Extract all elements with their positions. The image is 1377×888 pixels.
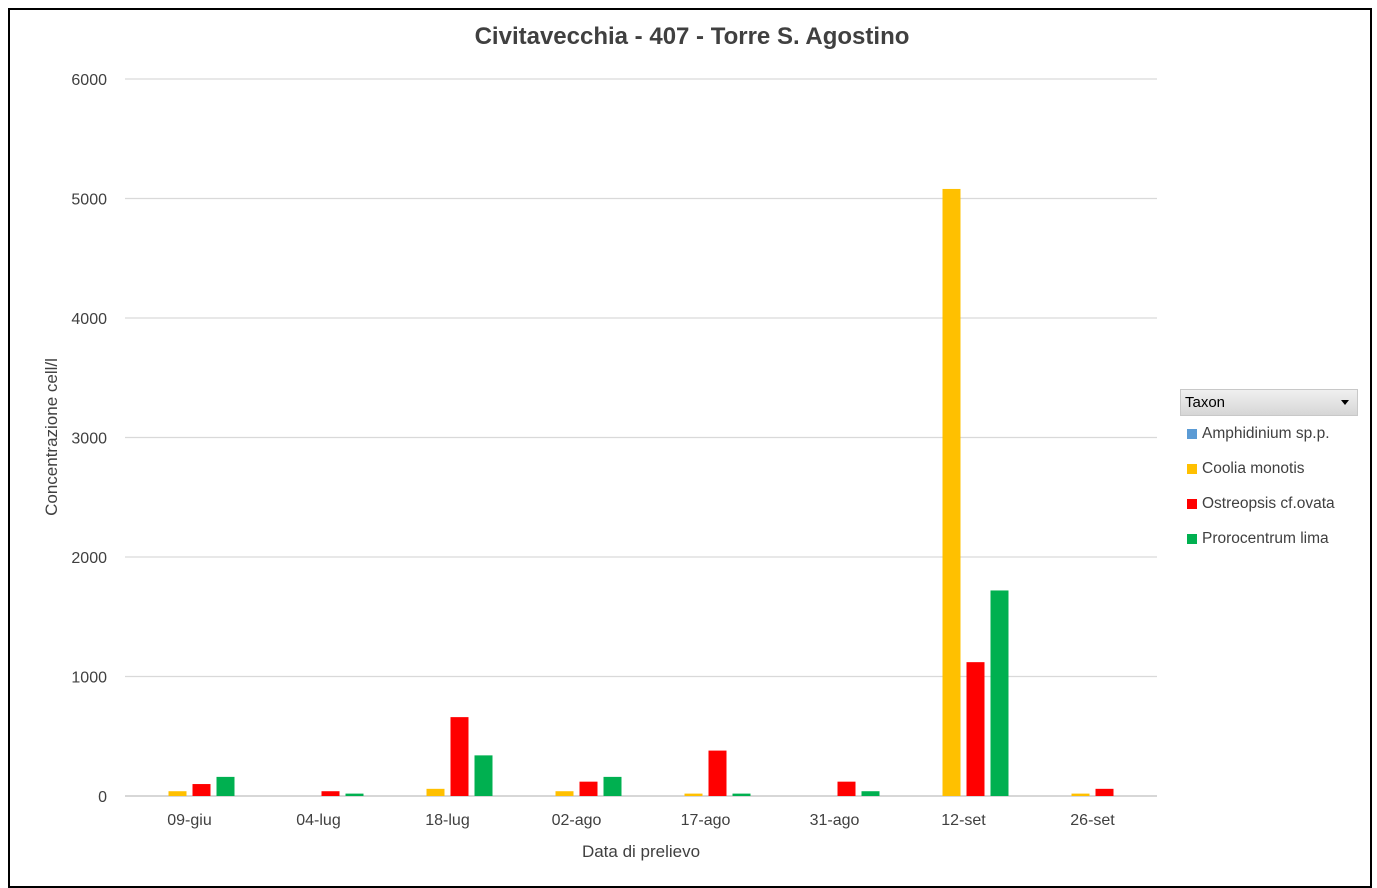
bar [1095, 788, 1114, 796]
bar [216, 776, 235, 796]
bar [555, 791, 574, 796]
legend-label: Amphidinium sp.p. [1202, 424, 1330, 442]
dropdown-arrow-icon[interactable] [1341, 400, 1349, 405]
legend: Taxon Amphidinium sp.p. Coolia monotis Ost… [1180, 389, 1358, 556]
legend-header[interactable]: Taxon [1180, 389, 1358, 416]
bar [732, 793, 751, 796]
legend-item[interactable]: Coolia monotis [1180, 451, 1358, 486]
bar [837, 781, 856, 796]
bar [1071, 793, 1090, 796]
y-tick-label: 0 [98, 789, 107, 806]
y-tick-label: 5000 [71, 192, 107, 209]
legend-item[interactable]: Amphidinium sp.p. [1180, 416, 1358, 451]
legend-swatch [1187, 498, 1197, 509]
y-axis-label: Concentrazione cell/l [42, 358, 61, 516]
x-tick-label: 17-ago [681, 812, 731, 829]
bar [684, 793, 703, 796]
x-tick-label: 31-ago [810, 812, 860, 829]
bar [168, 791, 187, 796]
gridlines [125, 78, 1157, 797]
y-tick-label: 2000 [71, 550, 107, 567]
legend-swatch [1187, 533, 1197, 544]
bar [990, 590, 1009, 796]
bar [966, 662, 985, 796]
bar [450, 717, 469, 796]
x-tick-label: 04-lug [296, 812, 340, 829]
y-axis-ticks: 0 1000 2000 3000 4000 5000 6000 [71, 72, 107, 806]
x-tick-label: 18-lug [425, 812, 469, 829]
y-tick-label: 3000 [71, 431, 107, 448]
bar [474, 755, 493, 796]
bar [708, 750, 727, 796]
bar [192, 784, 211, 796]
x-tick-label: 26-set [1070, 812, 1115, 829]
chart-title: Civitavecchia - 407 - Torre S. Agostino [475, 23, 910, 50]
y-tick-label: 4000 [71, 311, 107, 328]
chart-frame [8, 8, 1372, 888]
bar [942, 188, 961, 796]
legend-swatch [1187, 463, 1197, 474]
y-tick-label: 1000 [71, 670, 107, 687]
bar [321, 791, 340, 796]
legend-swatch [1187, 428, 1197, 439]
x-tick-label: 02-ago [552, 812, 602, 829]
legend-item[interactable]: Prorocentrum lima [1180, 521, 1358, 556]
bar [426, 788, 445, 796]
y-tick-label: 6000 [71, 72, 107, 89]
bar [345, 793, 364, 796]
legend-item[interactable]: Ostreopsis cf.ovata [1180, 486, 1358, 521]
legend-title: Taxon [1185, 394, 1226, 411]
x-tick-label: 09-giu [167, 812, 211, 829]
x-tick-label: 12-set [941, 812, 986, 829]
bar [579, 781, 598, 796]
x-axis-label: Data di prelievo [582, 842, 700, 861]
bar [861, 791, 880, 796]
legend-label: Coolia monotis [1202, 459, 1305, 477]
legend-label: Ostreopsis cf.ovata [1202, 494, 1335, 512]
legend-label: Prorocentrum lima [1202, 529, 1329, 547]
legend-items: Amphidinium sp.p. Coolia monotis Ostreopsi… [1180, 416, 1358, 556]
bar [603, 776, 622, 796]
x-axis-ticks: 09-giu 04-lug 18-lug 02-ago 17-ago 31-ago 12-s… [167, 812, 1115, 829]
bars [168, 188, 1114, 796]
